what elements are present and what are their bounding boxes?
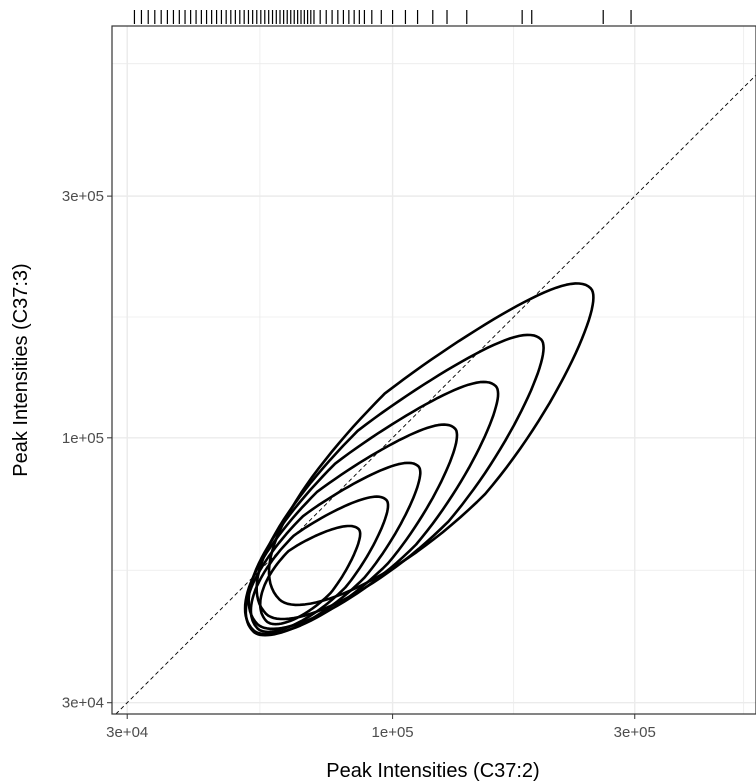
density-contours — [243, 282, 595, 637]
density-contour-level-1 — [258, 524, 362, 626]
density-contour-level-2 — [249, 495, 390, 634]
major-gridlines — [112, 26, 756, 714]
x-axis-ticks: 3e+04 1e+05 3e+05 — [106, 714, 656, 741]
y-tick-label: 1e+05 — [62, 430, 104, 447]
x-tick-label: 1e+05 — [372, 724, 414, 741]
x-tick-label: 3e+04 — [106, 724, 148, 741]
x-axis-title: Peak Intensities (C37:2) — [326, 760, 539, 782]
density-contour-level-4 — [243, 423, 459, 636]
density-contour-level-6 — [255, 333, 545, 621]
y-axis-title: Peak Intensities (C37:3) — [10, 263, 32, 476]
minor-gridlines — [112, 26, 756, 714]
y-tick-label: 3e+04 — [62, 695, 104, 712]
y-axis-ticks: 3e+04 1e+05 3e+05 — [62, 188, 112, 712]
panel-border — [111, 25, 756, 715]
density-contour-level-7 — [267, 282, 595, 607]
identity-reference-line — [115, 74, 756, 715]
x-tick-label: 3e+05 — [614, 724, 656, 741]
y-tick-label: 3e+05 — [62, 188, 104, 205]
density-contour-level-5 — [247, 380, 500, 631]
top-rug-marks — [133, 10, 632, 24]
